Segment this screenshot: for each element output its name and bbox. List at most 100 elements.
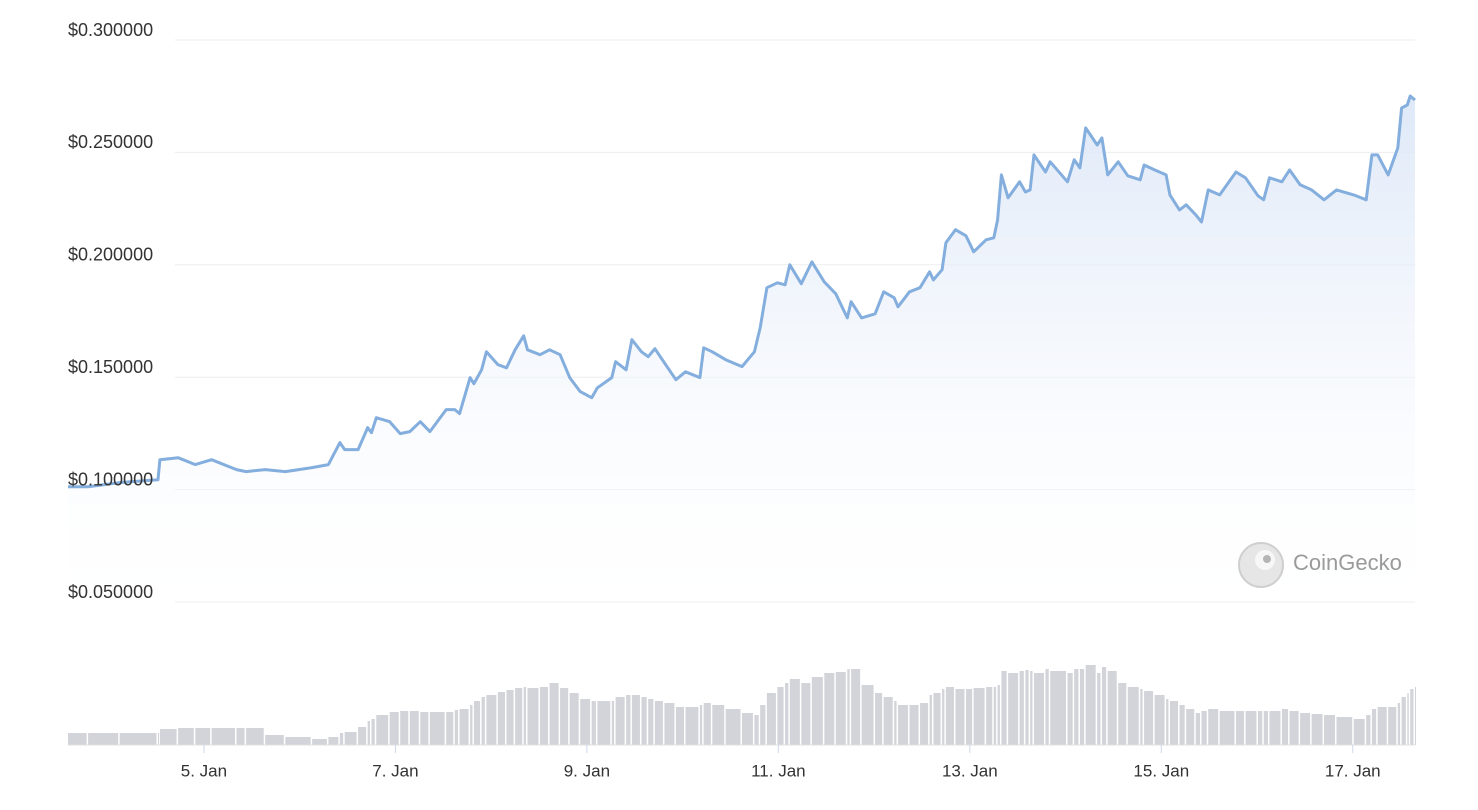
volume-bar [389,712,399,745]
volume-bar [1219,711,1235,745]
volume-bar [966,689,973,745]
volume-bar [157,733,159,745]
volume-bar [312,739,327,745]
y-tick-label: $0.300000 [68,20,153,40]
volume-bar [1045,669,1049,745]
volume-bar [1415,687,1416,745]
volume-bar [703,703,711,745]
volume-bar [631,695,640,745]
volume-bar [997,685,1000,745]
volume-bar [955,689,965,745]
volume-bar [973,688,985,745]
volume-bar [712,705,725,745]
volume-bar [1377,707,1387,745]
watermark: CoinGecko [1293,550,1402,575]
volume-bar [420,712,429,745]
volume-bar [569,693,579,745]
volume-bar [861,685,874,745]
x-tick-label: 9. Jan [564,761,610,780]
volume-bar [811,677,823,745]
volume-bar [945,687,954,745]
price-line [68,94,1416,489]
volume-bar [754,715,759,745]
volume-bars [68,665,1416,745]
volume-bar [685,707,699,745]
x-tick-label: 13. Jan [942,761,998,780]
volume-bar [611,701,615,745]
volume-bar [789,679,800,745]
volume-bar [741,713,753,745]
volume-bar [909,705,919,745]
volume-bar [1311,714,1323,745]
volume-bar [1235,711,1245,745]
volume-bar [785,683,789,745]
volume-bar [626,695,631,745]
volume-bar [429,712,445,745]
volume-bar [246,728,264,745]
volume-bar [328,737,339,745]
volume-bar [580,699,591,745]
volume-bar [760,705,766,745]
volume-bar [883,697,893,745]
volume-bar [648,699,654,745]
volume-bar [497,692,505,745]
volume-bar [560,688,569,745]
volume-bar [664,703,675,745]
volume-bar [824,673,835,745]
volume-bar [486,695,497,745]
volume-bar [1154,695,1165,745]
volume-bar [1300,713,1311,745]
volume-bar [1366,715,1371,745]
volume-bar [1336,717,1353,745]
volume-bar [1401,697,1406,745]
volume-bar [898,705,909,745]
volume-bar [1019,671,1024,745]
volume-bar [1118,683,1127,745]
volume-bar [1085,665,1096,745]
volume-bar [459,709,469,745]
volume-bar [1407,693,1409,745]
volume-bar [178,728,194,745]
volume-bar [1097,673,1101,745]
volume-bar [835,672,846,745]
volume-bar [1410,689,1414,745]
y-tick-label: $0.250000 [68,132,153,152]
volume-bar [1107,671,1117,745]
axes: $0.300000 $0.250000 $0.200000 $0.150000 $0.1… [68,20,1415,780]
volume-bar [920,703,929,745]
y-tick-label: $0.200000 [68,245,153,265]
volume-bar [699,705,703,745]
volume-bar [549,683,559,745]
volume-bar [1324,715,1335,745]
volume-bar [1008,673,1019,745]
volume-bar [1050,671,1066,745]
volume-bar [400,711,409,745]
volume-bar [481,697,485,745]
x-tick-label: 17. Jan [1325,761,1381,780]
volume-bar [285,737,311,745]
volume-bar [1025,670,1029,745]
volume-bar [641,697,647,745]
y-tick-label: $0.150000 [68,357,153,377]
volume-bar [1144,691,1154,745]
volume-bar [454,710,459,745]
volume-bar [159,729,177,745]
volume-bar [371,719,375,745]
volume-bar [88,733,119,745]
volume-bar [1179,705,1185,745]
volume-bar [942,689,945,745]
price-line [68,94,1416,602]
volume-bar [1033,673,1044,745]
volume-bar [675,707,684,745]
volume-bar [993,687,997,745]
volume-bar [1208,709,1219,745]
volume-bar [195,728,211,745]
price-area [68,96,1415,602]
volume-bar [654,701,663,745]
volume-bar [446,712,454,745]
volume-bar [358,727,367,745]
volume-bar [725,709,741,745]
volume-bar [1201,711,1207,745]
x-tick-label: 7. Jan [372,761,418,780]
